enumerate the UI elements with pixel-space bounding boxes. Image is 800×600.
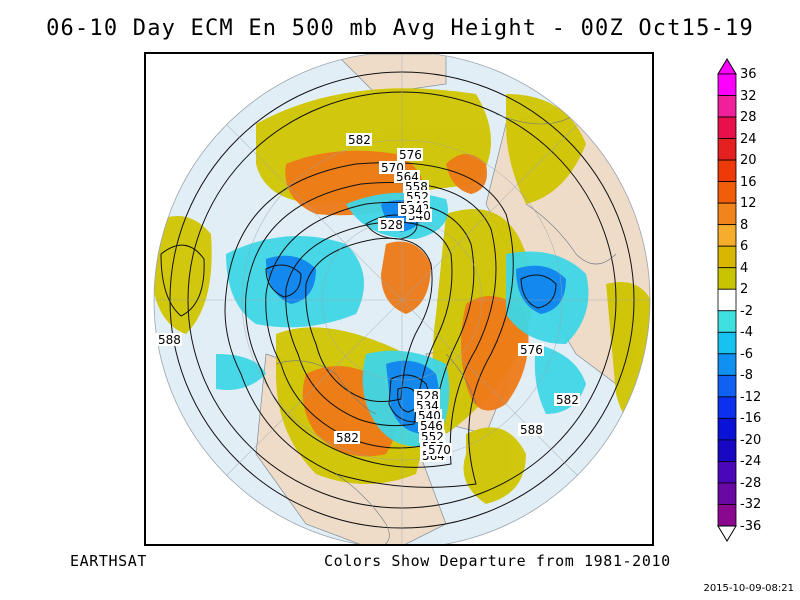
colorbar-tick-label: 24: [740, 131, 757, 147]
colorbar-arrow-top: [717, 58, 737, 75]
colorbar-swatch: [717, 288, 737, 312]
colorbar-swatch: [717, 310, 737, 333]
colorbar-swatch: [717, 331, 737, 355]
colorbar-swatch: [717, 202, 737, 226]
credit-text: EARTHSAT: [70, 552, 148, 570]
contour-label-bg: [414, 399, 440, 412]
contour-label: 534: [400, 203, 423, 217]
colorbar-tick-label: 6: [740, 239, 749, 255]
contour-label: 576: [399, 148, 422, 162]
colorbar-tick-label: -2: [740, 303, 753, 319]
contour-label-bg: [334, 431, 360, 444]
contour-label: 588: [520, 423, 543, 437]
chart-title: 06-10 Day ECM En 500 mb Avg Height - 00Z…: [46, 16, 754, 41]
contour-label-bg: [416, 409, 442, 422]
colorbar-tick-label: -6: [740, 346, 753, 362]
contour-label-bg: [397, 148, 423, 161]
colorbar-tick-label: 4: [740, 260, 749, 276]
colorbar-swatch: [717, 138, 737, 161]
polar-height-anomaly-map: 5825765705645585525465405345285885765825…: [153, 54, 651, 544]
contour-label: 588: [158, 333, 181, 347]
colorbar-tick-label: -28: [740, 475, 762, 491]
contour-label-bg: [378, 218, 404, 231]
colorbar-swatch: [717, 181, 737, 204]
lat-lon-grid: [154, 54, 650, 544]
colorbar-tick-label: -20: [740, 432, 762, 448]
subtitle: Colors Show Departure from 1981-2010: [324, 552, 671, 570]
contour-label-bg: [419, 430, 445, 443]
colorbar-swatch: [717, 482, 737, 505]
contour-label-bg: [346, 133, 372, 146]
colorbar-swatch: [717, 95, 737, 118]
contour-label-bg: [554, 393, 580, 406]
colorbar-swatch: [717, 73, 737, 96]
colorbar-swatch: [717, 417, 737, 441]
contour-label: 528: [380, 218, 403, 232]
contour-label-bg: [418, 419, 444, 432]
contour-label-bg: [518, 343, 544, 356]
land-africa: [335, 54, 447, 95]
contour-label: 576: [520, 343, 543, 357]
contour-labels: 5825765705645585525465405345285885765825…: [156, 133, 580, 463]
colorbar-tick-label: -12: [740, 389, 762, 405]
colorbar-swatch: [717, 116, 737, 139]
contour-label-bg: [414, 389, 440, 402]
colorbar-tick-label: -16: [740, 411, 762, 427]
colorbar-tick-label: -32: [740, 497, 762, 513]
contour-label-bg: [426, 443, 452, 456]
contour-label: 582: [348, 133, 371, 147]
colorbar-tick-label: 36: [740, 67, 757, 82]
contour-label-bg: [156, 333, 182, 346]
colorbar-swatch: [717, 374, 737, 398]
colorbar-tick-label: -24: [740, 454, 762, 470]
colorbar-tick-label: 12: [740, 196, 757, 212]
contour-label: 582: [336, 431, 359, 445]
colorbar-swatch: [717, 461, 737, 484]
colorbar-tick-label: 28: [740, 110, 757, 126]
colorbar-tick-label: -8: [740, 368, 753, 384]
colorbar-tick-label: -4: [740, 325, 753, 341]
contour-label: 582: [556, 393, 579, 407]
contour-label: 570: [428, 443, 451, 457]
colorbar-swatch: [717, 267, 737, 290]
colorbar-tick-label: 20: [740, 153, 757, 169]
colorbar-tick-label: 16: [740, 174, 757, 190]
contour-label-bg: [403, 180, 429, 193]
contour-label-bg: [518, 423, 544, 436]
contour-label: 546: [420, 419, 443, 433]
timestamp: 2015-10-09-08:21: [703, 583, 794, 594]
colorbar-swatch: [717, 439, 737, 462]
colorbar-swatch: [717, 396, 737, 419]
polar-map-frame: 5825765705645585525465405345285885765825…: [144, 52, 654, 546]
colorbar-tick-label: 2: [740, 282, 749, 298]
colorbar-swatch: [717, 504, 737, 527]
colorbar: [717, 58, 737, 542]
colorbar-swatch: [717, 159, 737, 183]
colorbar-swatch: [717, 224, 737, 247]
colorbar-tick-label: 32: [740, 88, 757, 104]
colorbar-arrow-bottom: [717, 525, 737, 542]
colorbar-swatch: [717, 245, 737, 269]
colorbar-tick-label: 8: [740, 217, 749, 233]
contour-label-bg: [398, 203, 424, 216]
contour-label-bg: [394, 170, 420, 183]
colorbar-swatch: [717, 353, 737, 376]
colorbar-tick-label: -36: [740, 519, 762, 534]
